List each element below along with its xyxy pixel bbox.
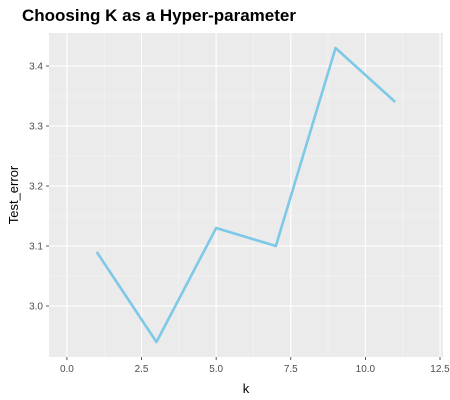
series-line: [95, 46, 397, 344]
y-axis: 3.0 3.1 3.2 3.3 3.4: [29, 62, 49, 313]
plot-panel: [49, 33, 443, 357]
x-tick-label: 7.5: [284, 364, 298, 375]
x-axis: 0.0 2.5 5.0 7.5 10.0 12.5: [60, 357, 450, 375]
grid-minor: [49, 33, 443, 357]
x-tick-label: 12.5: [430, 364, 450, 375]
x-tick-label: 10.0: [356, 364, 376, 375]
series-layer: [95, 46, 397, 344]
y-tick-label: 3.3: [29, 122, 43, 133]
x-tick-label: 0.0: [60, 364, 74, 375]
y-tick-label: 3.1: [29, 242, 43, 253]
x-tick-label: 2.5: [135, 364, 149, 375]
y-tick-label: 3.2: [29, 182, 43, 193]
y-tick-label: 3.4: [29, 62, 43, 73]
x-axis-title: k: [243, 381, 250, 396]
y-axis-title: Test_error: [6, 165, 21, 224]
chart-title: Choosing K as a Hyper-parameter: [22, 6, 296, 25]
x-tick-label: 5.0: [209, 364, 223, 375]
y-tick-label: 3.0: [29, 302, 43, 313]
